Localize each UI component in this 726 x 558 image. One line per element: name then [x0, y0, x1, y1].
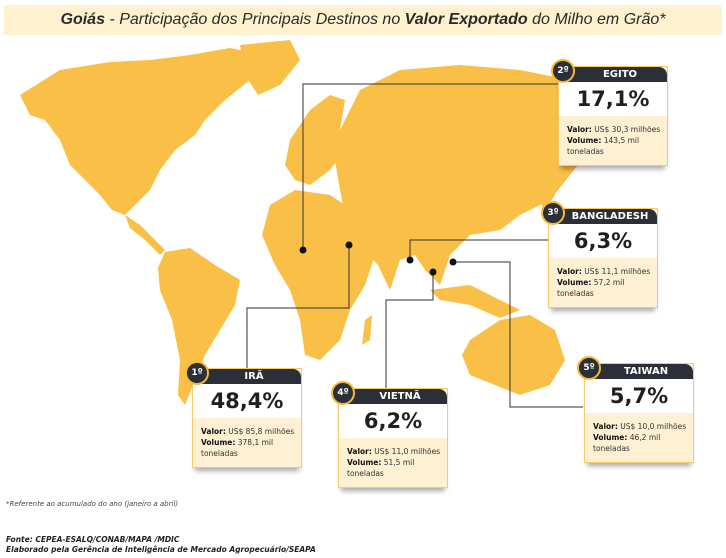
title-state: Goiás [60, 11, 105, 28]
share-value: 17,1% [559, 82, 667, 116]
volume-label: Volume: [567, 136, 602, 145]
leader-ira [246, 245, 350, 368]
dot-bangladesh [406, 256, 414, 264]
dot-vietna [429, 268, 437, 276]
valor-label: Valor: [593, 422, 618, 431]
leader-bangladesh [409, 239, 548, 260]
source-block: Fonte: CEPEA-ESALQ/CONAB/MAPA /MDIC Elabo… [6, 535, 316, 555]
rank-badge: 3º [541, 201, 565, 225]
country-name: IRÃ [193, 369, 301, 384]
volume-value: 51,5 mil toneladas [347, 458, 415, 478]
country-name: TAIWAN [585, 364, 693, 379]
card-bangladesh: 3º BANGLADESH 6,3% Valor: US$ 11,1 milhõ… [541, 201, 658, 308]
leader-egito [302, 83, 558, 250]
africa [262, 190, 375, 360]
southeast-asia-islands [430, 285, 520, 318]
card-vietna: 4º VIETNÃ 6,2% Valor: US$ 11,0 milhões Vo… [331, 381, 448, 488]
valor-value: US$ 30,3 milhões [594, 125, 661, 134]
dot-taiwan [449, 258, 457, 266]
volume-label: Volume: [201, 438, 236, 447]
valor-label: Valor: [557, 267, 582, 276]
rank-badge: 4º [331, 381, 355, 405]
title-suffix: do Milho em Grão* [527, 11, 666, 28]
valor-label: Valor: [567, 125, 592, 134]
share-value: 5,7% [585, 379, 693, 413]
country-name: EGITO [559, 67, 667, 82]
volume-label: Volume: [347, 458, 382, 467]
valor-value: US$ 11,1 milhões [584, 267, 651, 276]
valor-label: Valor: [201, 427, 226, 436]
footnote: *Referente ao acumulado do ano (janeiro … [6, 500, 179, 508]
south-america [158, 248, 240, 405]
valor-value: US$ 11,0 milhões [374, 447, 441, 456]
valor-value: US$ 10,0 milhões [620, 422, 687, 431]
madagascar [362, 315, 372, 345]
dot-ira [345, 241, 353, 249]
location-dots [299, 241, 457, 276]
source: Fonte: CEPEA-ESALQ/CONAB/MAPA /MDIC [6, 535, 180, 544]
chart-title: Goiás - Participação dos Principais Dest… [4, 5, 722, 35]
volume-label: Volume: [593, 433, 628, 442]
card-taiwan: 5º TAIWAN 5,7% Valor: US$ 10,0 milhões Vo… [577, 356, 694, 463]
volume-value: 143,5 mil toneladas [567, 136, 640, 156]
dot-egito [299, 246, 307, 254]
share-value: 6,3% [549, 224, 657, 258]
valor-label: Valor: [347, 447, 372, 456]
country-name: BANGLADESH [549, 209, 657, 224]
card-ira: 1º IRÃ 48,4% Valor: US$ 85,8 milhões Volu… [185, 361, 302, 468]
volume-value: 57,2 mil toneladas [557, 278, 625, 298]
continents [20, 40, 640, 408]
japan [538, 170, 555, 210]
volume-value: 46,2 mil toneladas [593, 433, 661, 453]
rank-badge: 2º [551, 59, 575, 83]
volume-value: 378,1 mil toneladas [201, 438, 274, 458]
valor-value: US$ 85,8 milhões [228, 427, 295, 436]
greenland [240, 40, 300, 95]
card-egito: 2º EGITO 17,1% Valor: US$ 30,3 milhões Vo… [551, 59, 668, 166]
australia [462, 315, 565, 395]
title-emphasis: Valor Exportado [404, 11, 528, 28]
country-name: VIETNÃ [339, 389, 447, 404]
leader-vietna [385, 272, 434, 388]
share-value: 48,4% [193, 384, 301, 418]
title-text: - Participação dos Principais Destinos n… [104, 11, 405, 28]
volume-label: Volume: [557, 278, 592, 287]
north-america [20, 48, 265, 215]
leader-lines [246, 83, 583, 408]
europe [285, 95, 345, 185]
central-america [125, 215, 165, 255]
leader-taiwan [453, 261, 583, 408]
rank-badge: 5º [577, 356, 601, 380]
prepared-by: Elaborado pela Gerência de Inteligência … [6, 545, 316, 554]
rank-badge: 1º [185, 361, 209, 385]
share-value: 6,2% [339, 404, 447, 438]
